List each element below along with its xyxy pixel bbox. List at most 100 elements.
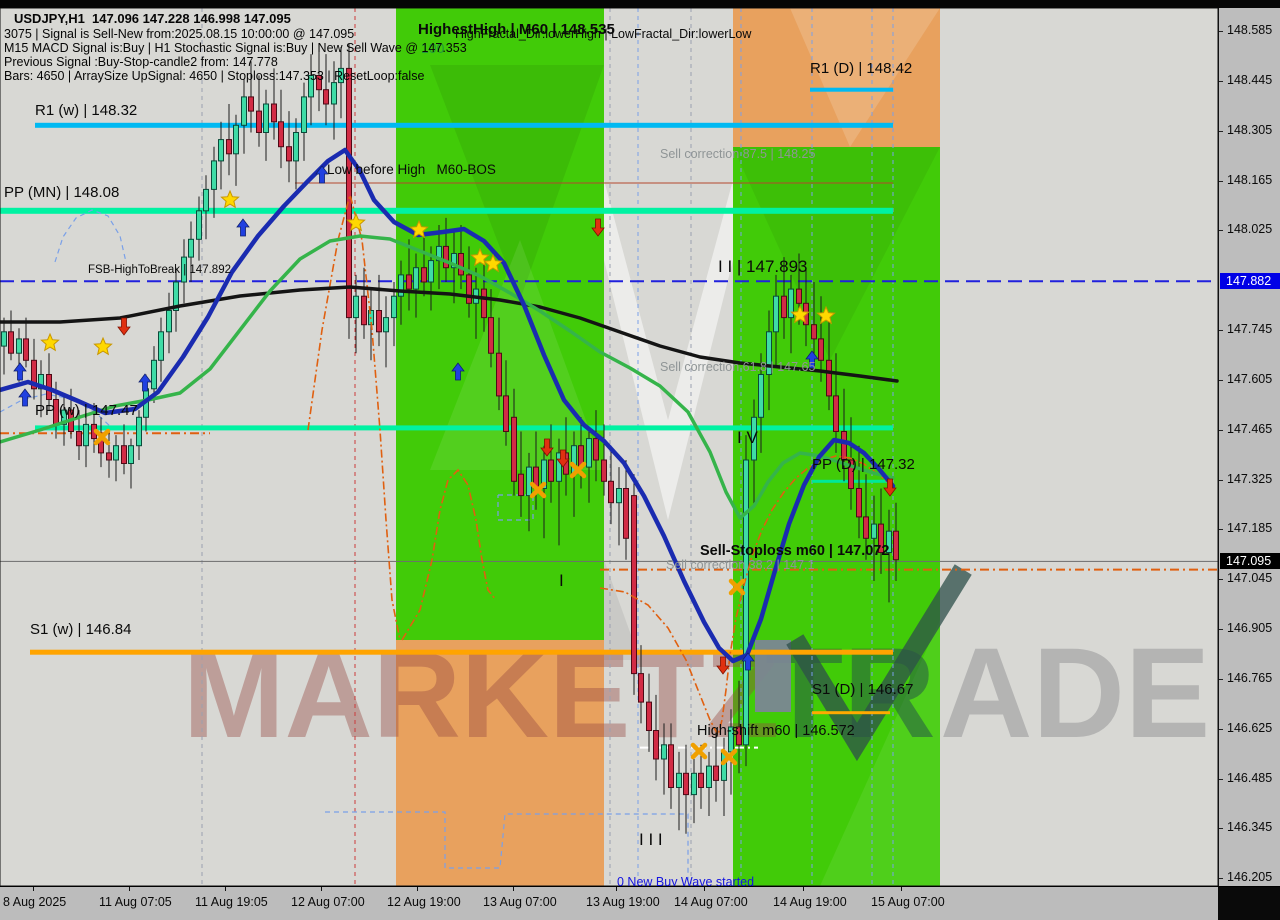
candle-bullish	[293, 132, 299, 162]
time-axis-label: 12 Aug 07:00	[291, 895, 365, 909]
price-axis-label: 148.165	[1227, 172, 1273, 187]
buy-arrow-icon	[805, 350, 819, 369]
price-tick	[1219, 828, 1223, 830]
candle-bearish	[8, 331, 14, 354]
price-axis-label: 148.445	[1227, 72, 1273, 87]
candle-bullish	[233, 124, 239, 155]
candle-bearish	[796, 288, 802, 304]
s1-daily-line[interactable]	[812, 711, 890, 715]
pp-monthly-line[interactable]	[0, 207, 893, 214]
time-tick	[513, 887, 514, 891]
candle-bullish	[661, 744, 667, 760]
candle-bearish	[841, 431, 847, 461]
candle-bearish	[23, 338, 29, 361]
price-tick	[1219, 230, 1223, 232]
zone-shade	[820, 620, 940, 886]
price-axis-label: 147.045	[1227, 571, 1273, 586]
candle-bullish	[151, 359, 157, 390]
time-tick	[129, 887, 130, 891]
r1-daily-line[interactable]	[810, 87, 893, 92]
candle-bearish	[361, 295, 367, 326]
candle-bearish	[668, 744, 674, 788]
sell-correction-line[interactable]	[295, 182, 893, 184]
time-axis-label: 14 Aug 19:00	[773, 895, 847, 909]
candle-bullish	[451, 253, 457, 269]
candle-bullish	[218, 139, 224, 162]
watermark-text: MARKETZ	[183, 627, 779, 763]
pp-weekly-line[interactable]	[35, 425, 893, 431]
candle-bullish	[338, 67, 344, 84]
candle-bearish	[278, 121, 284, 148]
time-axis[interactable]: 8 Aug 2025 11 Aug 07:05 11 Aug 19:05 12 Aug…	[0, 886, 1218, 920]
zone-shade	[733, 147, 940, 360]
time-tick	[803, 887, 804, 891]
time-tick	[616, 887, 617, 891]
candle-bearish	[653, 730, 659, 760]
buy-arrow-icon	[236, 218, 250, 237]
last-price-line[interactable]	[0, 560, 1218, 562]
time-tick	[321, 887, 322, 891]
candle-bearish	[496, 352, 502, 397]
candle-bearish	[53, 399, 59, 425]
candle-bearish	[608, 480, 614, 504]
candle-bullish	[211, 160, 217, 190]
price-axis-label: 146.765	[1227, 670, 1273, 685]
candle-bullish	[886, 530, 892, 554]
candle-bullish	[413, 267, 419, 290]
price-axis[interactable]: 148.585 148.445 148.305 148.165 148.025 147.7…	[1218, 8, 1280, 886]
watermark-text: ADE	[940, 622, 1210, 765]
candle-bearish	[406, 274, 412, 290]
sell-arrow-icon	[591, 218, 605, 237]
candle-bearish	[31, 359, 37, 390]
candle-bullish	[263, 103, 269, 133]
candle-bearish	[878, 523, 884, 553]
signal-status-line: 3075 | Signal is Sell-New from:2025.08.1…	[4, 27, 355, 41]
price-tick	[1219, 778, 1223, 780]
buy-arrow-icon	[741, 652, 755, 671]
s1-weekly-line[interactable]	[30, 649, 893, 655]
price-axis-label: 146.625	[1227, 720, 1273, 735]
candle-bullish	[166, 310, 172, 333]
candle-bullish	[773, 295, 779, 333]
time-tick	[901, 887, 902, 891]
candle-bearish	[863, 516, 869, 539]
candle-bearish	[713, 765, 719, 781]
time-tick	[225, 887, 226, 891]
candle-bearish	[271, 103, 277, 123]
time-axis-label: 15 Aug 07:00	[871, 895, 945, 909]
candle-bearish	[826, 359, 832, 397]
buy-arrow-icon	[451, 362, 465, 381]
price-tick	[1219, 728, 1223, 730]
candle-bearish	[256, 110, 262, 133]
price-axis-label: 146.485	[1227, 770, 1273, 785]
candle-bearish	[466, 274, 472, 304]
time-axis-label: 11 Aug 19:05	[195, 895, 268, 909]
candle-bearish	[458, 253, 464, 276]
sell-zone-left-bottom	[396, 640, 604, 886]
r1-weekly-line[interactable]	[35, 122, 893, 128]
candle-bullish	[691, 772, 697, 796]
star-signal-icon	[220, 189, 240, 209]
candle-bullish	[871, 523, 877, 539]
wave-outline-bottom	[325, 811, 689, 884]
time-tick	[33, 887, 34, 891]
candle-bullish	[728, 726, 734, 753]
sell-arrow-icon	[883, 478, 897, 497]
price-axis-label: 146.905	[1227, 621, 1273, 636]
candle-bearish	[631, 495, 637, 675]
candle-bearish	[286, 146, 292, 162]
price-tick	[1219, 379, 1223, 381]
chart-surface[interactable]: MARKETZ TR ADE R1 (w) | 148.32 PP (MN) | 14…	[0, 0, 1218, 889]
candle-bullish	[758, 374, 764, 418]
candle-bullish	[556, 452, 562, 482]
candle-bullish	[751, 416, 757, 461]
candle-bullish	[188, 238, 194, 258]
candle-bullish	[436, 245, 442, 262]
channel-arc-left	[54, 209, 127, 263]
indicator-status-line: M15 MACD Signal is:Buy | H1 Stochastic S…	[4, 41, 467, 55]
candle-bearish	[856, 488, 862, 518]
symbol-ohlc-readout: USDJPY,H1 147.096 147.228 146.998 147.09…	[14, 11, 291, 26]
price-tick	[1219, 130, 1223, 132]
